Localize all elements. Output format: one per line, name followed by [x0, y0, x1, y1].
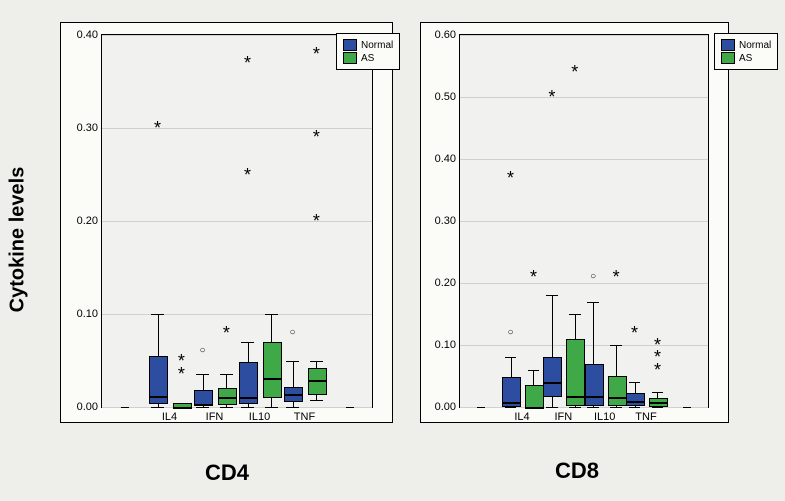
xtick-label: TNF	[294, 411, 315, 423]
legend-row: Normal	[721, 39, 771, 51]
star-icon: *	[313, 45, 320, 63]
ytick-label: 0.30	[435, 215, 456, 227]
star-icon: *	[654, 361, 661, 379]
boxplot-box	[284, 387, 304, 402]
star-icon: *	[223, 324, 230, 342]
boxplot-box	[649, 398, 668, 407]
boxplot-box	[626, 393, 645, 406]
ytick-label: 0.60	[435, 29, 456, 41]
boxplot-box	[608, 376, 627, 406]
star-icon: *	[244, 54, 251, 72]
ytick-label: 0.40	[77, 29, 98, 41]
ytick-label: 0.40	[435, 153, 456, 165]
boxplot-box	[194, 390, 214, 406]
ytick-label: 0.50	[435, 91, 456, 103]
boxplot-box	[239, 362, 259, 404]
boxplot-box	[585, 364, 604, 406]
legend-swatch-icon	[343, 39, 357, 51]
legend: Normal AS	[336, 33, 400, 70]
xtick-label: IL10	[249, 411, 270, 423]
legend-label: AS	[739, 53, 752, 64]
legend-swatch-icon	[721, 39, 735, 51]
star-icon: *	[244, 166, 251, 184]
boxplot-box	[566, 339, 585, 406]
circle-icon: ○	[290, 328, 296, 338]
xtick-label: IL4	[162, 411, 177, 423]
boxplot-box	[308, 368, 328, 395]
ytick-label: 0.00	[435, 401, 456, 413]
star-icon: *	[313, 212, 320, 230]
figure-container: Cytokine levels 0.00 0.10 0.20 0.30 0.40 IL4 I…	[0, 0, 785, 501]
boxplot-box	[502, 377, 521, 407]
ytick-label: 0.20	[435, 277, 456, 289]
legend-swatch-icon	[343, 52, 357, 64]
panel-title: CD8	[555, 458, 599, 484]
star-icon: *	[178, 365, 185, 383]
legend-row: AS	[343, 52, 393, 64]
xtick-label: IFN	[206, 411, 224, 423]
plot-area: 0.000.100.200.300.400.500.60IL4IFNIL10TN…	[459, 34, 709, 408]
circle-icon: ○	[508, 328, 514, 338]
boxplot-box	[173, 403, 193, 409]
legend-swatch-icon	[721, 52, 735, 64]
boxplot-box	[149, 356, 169, 405]
panel-title: CD4	[205, 460, 249, 486]
star-icon: *	[530, 268, 537, 286]
ytick-label: 0.30	[77, 122, 98, 134]
ytick-label: 0.10	[435, 339, 456, 351]
legend: Normal AS	[714, 33, 778, 70]
boxplot-box	[218, 388, 238, 405]
star-icon: *	[571, 63, 578, 81]
star-icon: *	[507, 169, 514, 187]
legend-label: Normal	[739, 40, 771, 51]
xtick-label: IFN	[554, 411, 572, 423]
star-icon: *	[548, 88, 555, 106]
ytick-label: 0.20	[77, 215, 98, 227]
circle-icon: ○	[590, 272, 596, 282]
legend-label: AS	[361, 53, 374, 64]
boxplot-box	[525, 385, 544, 409]
xtick-label: TNF	[635, 411, 656, 423]
ytick-label: 0.00	[77, 401, 98, 413]
xtick-label: IL4	[514, 411, 529, 423]
legend-row: AS	[721, 52, 771, 64]
y-axis-label: Cytokine levels	[7, 166, 30, 312]
circle-icon: ○	[200, 346, 206, 356]
legend-row: Normal	[343, 39, 393, 51]
star-icon: *	[631, 324, 638, 342]
star-icon: *	[154, 119, 161, 137]
xtick-label: IL10	[594, 411, 615, 423]
star-icon: *	[313, 128, 320, 146]
ytick-label: 0.10	[77, 308, 98, 320]
legend-label: Normal	[361, 40, 393, 51]
plot-area: 0.000.100.200.300.40IL4IFNIL10TNF***○***…	[101, 34, 373, 408]
boxplot-box	[543, 357, 562, 396]
star-icon: *	[613, 268, 620, 286]
boxplot-box	[263, 342, 283, 398]
